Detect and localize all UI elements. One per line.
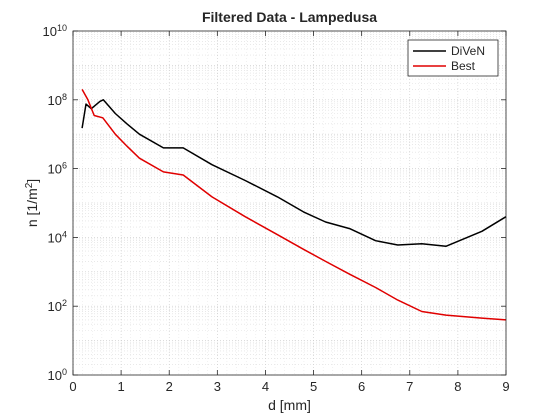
legend-label: DiVeN <box>451 44 485 58</box>
x-tick-label: 2 <box>166 379 173 394</box>
chart-title: Filtered Data - Lampedusa <box>202 9 377 25</box>
x-tick-label: 8 <box>454 379 461 394</box>
y-tick-label-exponent: 4 <box>62 229 67 239</box>
y-tick-label: 106 <box>48 161 67 177</box>
y-axis-label-close: ] <box>24 179 40 183</box>
y-tick-label-base: 10 <box>48 299 62 314</box>
series-layer <box>81 89 507 321</box>
y-tick-label-base: 10 <box>48 93 62 108</box>
y-tick-label-exponent: 0 <box>62 367 67 377</box>
series-line-diven <box>81 99 507 248</box>
y-tick-label: 1010 <box>43 23 67 39</box>
y-axis-label-superscript: 2 <box>24 182 35 188</box>
x-tick-label: 3 <box>214 379 221 394</box>
series-line-best <box>81 89 507 321</box>
legend-label: Best <box>451 59 476 73</box>
y-axis-label-text: n [1/m <box>24 188 40 227</box>
y-tick-label: 108 <box>48 92 67 108</box>
x-tick-label: 9 <box>502 379 509 394</box>
plot-frame <box>72 30 507 376</box>
legend-box <box>407 39 499 77</box>
x-axis-label: d [mm] <box>268 397 311 413</box>
x-axis: 0 1 2 3 4 5 6 7 8 9 <box>69 31 510 394</box>
x-tick-label: 5 <box>310 379 317 394</box>
x-tick-label: 0 <box>69 379 76 394</box>
y-tick-label-exponent: 10 <box>57 23 67 33</box>
y-tick-label: 102 <box>48 298 67 314</box>
y-tick-label-base: 10 <box>48 162 62 177</box>
x-tick-label: 4 <box>262 379 269 394</box>
y-tick-label-base: 10 <box>48 230 62 245</box>
y-axis-label: n [1/m2] <box>24 179 41 227</box>
x-tick-label: 6 <box>358 379 365 394</box>
y-tick-label-base: 10 <box>48 368 62 383</box>
y-tick-label-exponent: 8 <box>62 92 67 102</box>
x-tick-label: 7 <box>406 379 413 394</box>
y-tick-label-base: 10 <box>43 24 57 39</box>
x-tick-label: 1 <box>117 379 124 394</box>
y-tick-label-exponent: 2 <box>62 298 67 308</box>
y-tick-label-exponent: 6 <box>62 161 67 171</box>
y-tick-label: 100 <box>48 367 67 383</box>
y-tick-label: 104 <box>48 229 67 245</box>
